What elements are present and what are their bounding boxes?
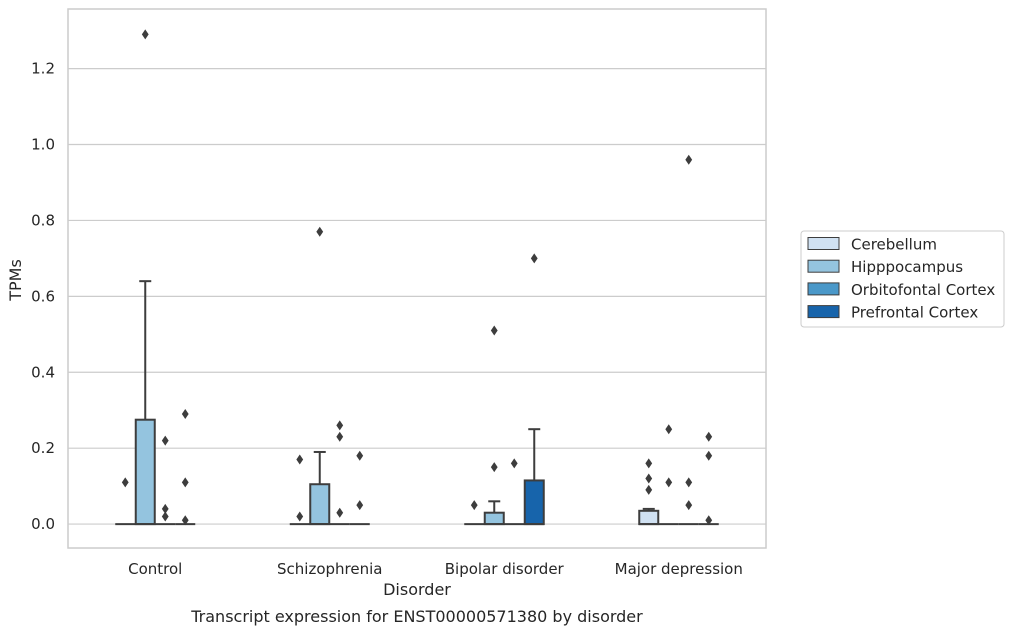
box	[638, 509, 660, 526]
outlier-point	[530, 253, 538, 264]
x-axis-label: Disorder	[383, 580, 451, 599]
y-tick-labels: 0.0 0.2 0.4 0.6 0.8 1.0 1.2	[31, 60, 55, 533]
box	[309, 483, 331, 526]
outlier-point	[685, 154, 693, 165]
plot-frame	[67, 8, 767, 549]
outlier-point	[141, 29, 149, 40]
x-tick-label: Schizophrenia	[277, 560, 382, 578]
plot-data	[115, 29, 719, 526]
box-group	[309, 226, 331, 526]
box-group	[523, 253, 545, 526]
x-tick-label: Bipolar disorder	[445, 560, 565, 578]
box-group	[155, 435, 176, 526]
outlier-point	[645, 473, 653, 484]
outlier-point	[665, 477, 673, 488]
box	[523, 479, 545, 526]
box	[134, 418, 156, 526]
legend-swatch	[807, 305, 840, 319]
outlier-point	[490, 325, 498, 336]
y-tick-label: 0.8	[31, 211, 55, 229]
box-group	[115, 477, 136, 526]
box-group	[658, 424, 679, 526]
outlier-point	[181, 477, 189, 488]
box-group	[504, 458, 525, 526]
box-group	[698, 431, 719, 526]
outlier-point	[685, 477, 693, 488]
legend: Cerebellum Hipppocampus Orbitofontal Corte…	[800, 230, 1005, 328]
outlier-point	[470, 500, 478, 511]
outlier-point	[705, 515, 713, 526]
outlier-point	[296, 511, 304, 522]
outlier-point	[161, 511, 169, 522]
outlier-point	[161, 503, 169, 514]
box-group	[134, 29, 156, 526]
grid-lines	[68, 67, 766, 525]
y-tick-label: 1.2	[31, 60, 55, 78]
x-tick-label: Control	[128, 560, 182, 578]
y-tick-label: 0.4	[31, 363, 55, 381]
outlier-point	[510, 458, 518, 469]
box	[483, 511, 505, 526]
outlier-point	[181, 515, 189, 526]
box-group	[329, 420, 350, 526]
x-tick-labels: Control Schizophrenia Bipolar disorder Majo…	[128, 560, 743, 578]
legend-label: Hipppocampus	[851, 258, 963, 276]
outlier-point	[665, 424, 673, 435]
y-tick-label: 0.2	[31, 439, 55, 457]
box-group	[175, 409, 196, 526]
box-group	[638, 458, 660, 526]
outlier-point	[316, 226, 324, 237]
outlier-point	[181, 409, 189, 420]
box-group	[349, 450, 370, 526]
box-group	[483, 325, 505, 526]
figure-caption: Transcript expression for ENST0000057138…	[190, 607, 643, 626]
y-tick-label: 0.6	[31, 287, 55, 305]
legend-label: Cerebellum	[851, 236, 937, 254]
legend-label: Prefrontal Cortex	[851, 304, 978, 322]
box-group	[289, 454, 310, 526]
outlier-point	[336, 431, 344, 442]
outlier-point	[645, 484, 653, 495]
box-group	[464, 500, 485, 526]
legend-frame	[800, 230, 1005, 328]
outlier-point	[705, 450, 713, 461]
outlier-point	[356, 450, 364, 461]
y-axis-label: TPMs	[6, 259, 25, 302]
legend-swatch	[807, 237, 840, 250]
outlier-point	[685, 500, 693, 511]
legend-swatch	[807, 259, 840, 273]
legend-swatch	[807, 282, 840, 296]
y-tick-label: 0.0	[31, 515, 55, 533]
x-tick-label: Major depression	[615, 560, 743, 578]
outlier-point	[336, 507, 344, 518]
outlier-point	[296, 454, 304, 465]
y-tick-label: 1.0	[31, 136, 55, 154]
outlier-point	[161, 435, 169, 446]
outlier-point	[490, 462, 498, 473]
outlier-point	[336, 420, 344, 431]
outlier-point	[121, 477, 129, 488]
outlier-point	[705, 431, 713, 442]
legend-label: Orbitofontal Cortex	[851, 281, 995, 299]
outlier-point	[356, 500, 364, 511]
box-group	[678, 154, 699, 526]
outlier-point	[645, 458, 653, 469]
